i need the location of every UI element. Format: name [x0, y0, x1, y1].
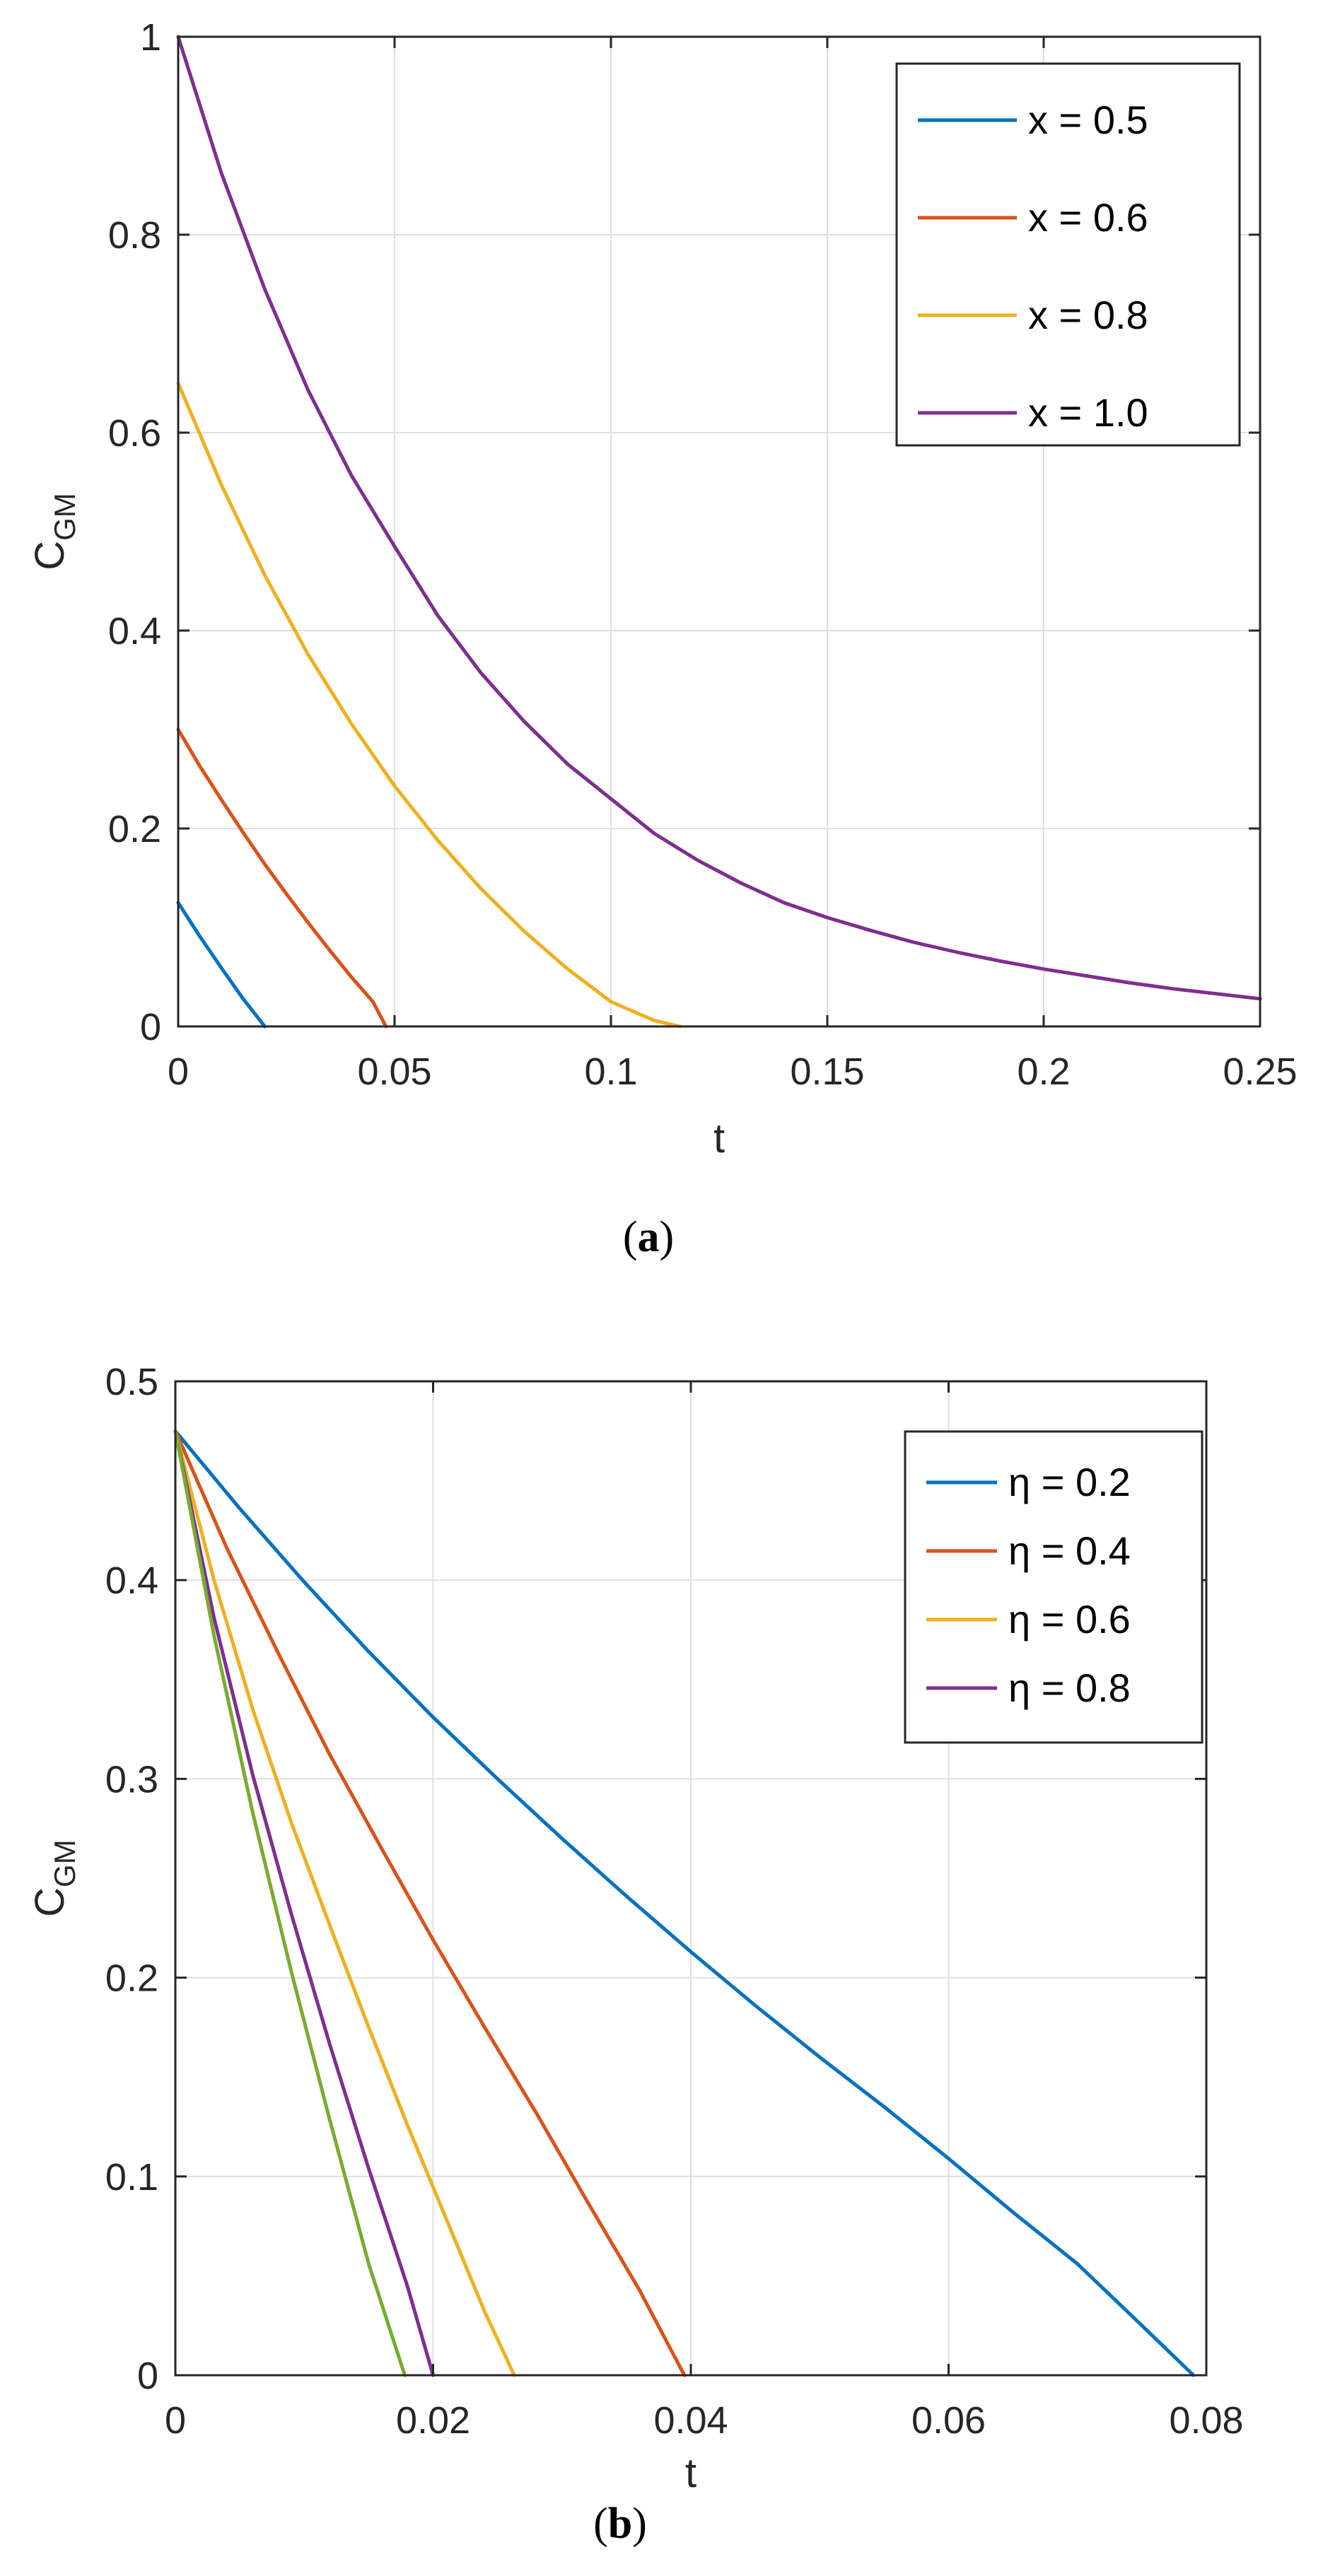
chart-a-series-line-4: [176, 35, 1262, 1001]
chart-a-y-axis-label-subscript: GM: [48, 493, 81, 541]
chart-a-x-tick-label: 0.25: [1223, 1050, 1297, 1093]
chart-a-y-tick-label: 0.8: [108, 214, 161, 257]
chart-b-series-line-1: [173, 1429, 1196, 2377]
chart-b-y-axis-label-main: C: [27, 1887, 73, 1917]
chart-b-legend: η = 0.2 η = 0.4 η = 0.6 η = 0.8: [904, 1430, 1203, 1744]
chart-a-caption-letter: a: [638, 1213, 660, 1261]
chart-b-x-tick-label: 0: [165, 2399, 186, 2442]
chart-a: 0 0.05 0.1 0.15 0.2 0.25 0 0.2 0.4 0.6 0.8 1 t CGM x =…: [27, 16, 1298, 1261]
chart-a-x-tick-label: 0.2: [1017, 1050, 1070, 1093]
chart-b-legend-label-3: η = 0.6: [1008, 1597, 1131, 1641]
chart-a-y-tick-label: 0.4: [108, 610, 161, 652]
chart-b-caption-close-paren: ): [632, 2500, 647, 2548]
chart-a-legend-label-2: x = 0.6: [1028, 195, 1148, 240]
chart-b-y-tick-label: 0.1: [105, 2156, 158, 2199]
chart-a-x-tick-label: 0.05: [357, 1050, 431, 1093]
chart-a-caption: (a): [623, 1213, 674, 1261]
chart-b-legend-label-1: η = 0.2: [1008, 1460, 1131, 1504]
chart-b-y-tick-label: 0.5: [105, 1361, 158, 1403]
chart-b-y-tick-label: 0: [137, 2355, 158, 2397]
chart-b-legend-label-2: η = 0.4: [1008, 1528, 1131, 1573]
chart-b-y-tick-label: 0.4: [105, 1559, 158, 1602]
chart-b-series-line-4: [173, 1429, 435, 2377]
chart-a-series-line-2: [176, 727, 388, 1029]
chart-b-x-tick-label: 0.04: [653, 2399, 728, 2442]
chart-a-x-tick-label: 0: [168, 1050, 189, 1093]
chart-a-y-tick-label: 1: [140, 16, 161, 59]
chart-a-legend: x = 0.5 x = 0.6 x = 0.8 x = 1.0: [895, 62, 1241, 447]
chart-b-y-tick-label: 0.2: [105, 1957, 158, 2000]
chart-a-y-tick-label: 0: [140, 1006, 161, 1048]
chart-a-y-tick-label: 0.2: [108, 808, 161, 850]
chart-a-y-axis-label-main: C: [27, 541, 73, 570]
chart-a-legend-box: [895, 62, 1241, 447]
chart-b-caption: (b): [593, 2500, 647, 2548]
chart-b-y-tick-label: 0.3: [105, 1758, 158, 1801]
chart-a-legend-label-1: x = 0.5: [1028, 98, 1148, 142]
chart-a-series-line-1: [176, 901, 267, 1029]
chart-b-y-axis-label-subscript: GM: [48, 1839, 81, 1887]
chart-a-y-axis-label: CGM: [27, 493, 81, 570]
chart-a-axes-box: [177, 35, 1261, 1028]
chart-a-x-axis-label: t: [713, 1116, 725, 1161]
chart-a-x-tick-label: 0.15: [790, 1050, 864, 1093]
chart-a-caption-close-paren: ): [660, 1213, 675, 1261]
chart-b-caption-open-paren: (: [593, 2500, 608, 2548]
chart-b-legend-label-4: η = 0.8: [1008, 1665, 1131, 1710]
chart-b-x-axis-label: t: [685, 2450, 697, 2496]
chart-a-x-tick-label: 0.1: [584, 1050, 637, 1093]
chart-b-series-line-3: [173, 1429, 516, 2377]
chart-b: 0 0.02 0.04 0.06 0.08 0 0.1 0.2 0.3 0.4 0.5 t CGM η =…: [27, 1361, 1244, 2548]
chart-a-series-line-3: [176, 381, 682, 1029]
chart-b-y-axis-label: CGM: [27, 1839, 81, 1917]
chart-a-y-tick-label: 0.6: [108, 412, 161, 455]
chart-b-series-line-2: [173, 1429, 687, 2377]
chart-b-caption-letter: b: [608, 2500, 632, 2548]
chart-b-x-tick-label: 0.06: [911, 2399, 986, 2442]
chart-b-x-tick-label: 0.08: [1169, 2399, 1243, 2442]
chart-b-series-line-5: [173, 1429, 407, 2377]
chart-a-caption-open-paren: (: [623, 1213, 638, 1261]
chart-a-legend-label-4: x = 1.0: [1028, 390, 1148, 435]
chart-a-legend-label-3: x = 0.8: [1028, 293, 1148, 337]
chart-b-x-tick-label: 0.02: [396, 2399, 470, 2442]
